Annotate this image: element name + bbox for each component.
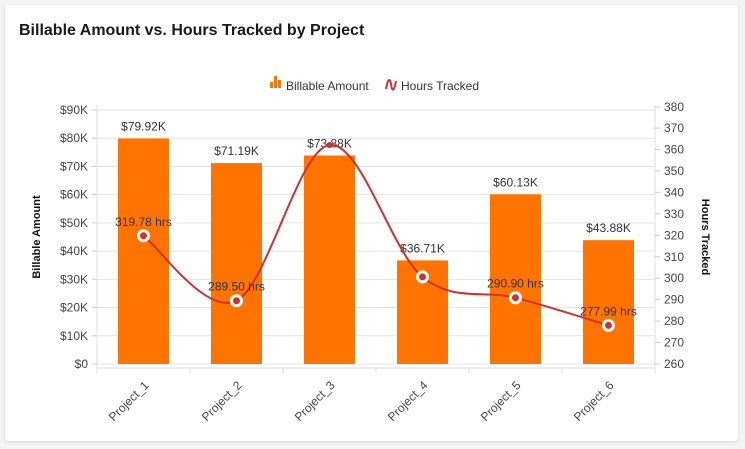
x-tick-label: Project_2 — [199, 378, 245, 424]
right-tick-label: 320 — [664, 228, 684, 242]
legend-line-icon — [385, 79, 397, 91]
bar-project_2 — [211, 163, 262, 364]
line-point — [602, 318, 615, 332]
right-tick-label: 270 — [664, 336, 684, 350]
line-point — [416, 270, 429, 284]
line-data-label: 319.78 hrs — [115, 215, 172, 229]
line-point — [230, 294, 243, 308]
right-tick-label: 310 — [664, 250, 684, 264]
left-tick-label: $30K — [60, 272, 88, 286]
x-tick-label: Project_5 — [478, 378, 524, 424]
right-tick-label: 300 — [664, 271, 684, 285]
left-tick-label: $20K — [60, 301, 88, 315]
legend-item-hours-tracked[interactable]: Hours Tracked — [401, 79, 479, 93]
right-tick-label: 350 — [664, 164, 684, 178]
left-tick-label: $10K — [60, 329, 88, 343]
left-tick-label: $60K — [60, 188, 88, 202]
right-tick-label: 370 — [664, 121, 684, 135]
left-tick-label: $90K — [60, 103, 88, 117]
bar-project_5 — [490, 194, 541, 364]
right-tick-label: 360 — [664, 143, 684, 157]
left-tick-label: $70K — [60, 159, 88, 173]
line-data-label: 289.50 hrs — [208, 280, 265, 294]
left-tick-label: $40K — [60, 244, 88, 258]
line-data-label: 290.90 hrs — [487, 277, 544, 291]
line-point — [137, 229, 150, 243]
legend-bar-icon — [270, 82, 273, 88]
left-axis-title: Billable Amount — [31, 195, 43, 279]
bar-project_6 — [583, 240, 634, 364]
left-tick-label: $80K — [60, 131, 88, 145]
right-tick-label: 260 — [664, 357, 684, 371]
bar-project_1 — [118, 138, 169, 364]
right-tick-label: 340 — [664, 185, 684, 199]
legend-item-billable-amount[interactable]: Billable Amount — [286, 79, 369, 93]
right-tick-label: 380 — [664, 100, 684, 114]
x-tick-label: Project_4 — [385, 378, 431, 424]
x-tick-label: Project_1 — [106, 378, 152, 424]
line-data-label: 277.99 hrs — [580, 304, 637, 318]
x-tick-label: Project_6 — [571, 378, 617, 424]
line-point — [509, 291, 522, 305]
right-tick-label: 330 — [664, 207, 684, 221]
line-point — [326, 141, 333, 148]
x-tick-label: Project_3 — [292, 378, 338, 424]
chart-title: Billable Amount vs. Hours Tracked by Pro… — [19, 22, 365, 39]
bar-data-label: $36.71K — [400, 241, 445, 255]
bar-data-label: $60.13K — [493, 175, 538, 189]
bar-project_3 — [304, 155, 355, 364]
left-tick-label: $50K — [60, 216, 88, 230]
bar-data-label: $43.88K — [586, 221, 631, 235]
right-axis-title: Hours Tracked — [699, 199, 711, 275]
legend-bar-icon — [278, 80, 281, 88]
right-tick-label: 290 — [664, 293, 684, 307]
bar-data-label: $79.92K — [121, 119, 166, 133]
right-tick-label: 280 — [664, 314, 684, 328]
legend-bar-icon — [274, 76, 277, 88]
left-tick-label: $0 — [75, 357, 89, 371]
bar-data-label: $71.19K — [214, 144, 259, 158]
